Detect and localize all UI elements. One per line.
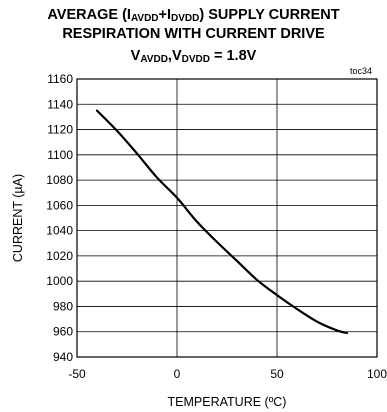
- x-tick-label: 50: [270, 367, 284, 381]
- y-tick-label: 1000: [46, 274, 73, 288]
- grid-lines: [76, 78, 378, 358]
- series-line: [95, 109, 349, 335]
- y-tick-label: 1120: [47, 123, 73, 137]
- chart-title-line-2: RESPIRATION WITH CURRENT DRIVE: [62, 26, 325, 42]
- chart-title-line-1: AVERAGE (IAVDD+IDVDD) SUPPLY CURRENT: [47, 7, 340, 24]
- x-axis-label: TEMPERATURE (ºC): [168, 395, 287, 409]
- y-tick-label: 980: [53, 299, 73, 313]
- x-tick-label: 0: [174, 367, 181, 381]
- y-tick-label: 940: [53, 350, 73, 364]
- y-tick-label: 1100: [47, 148, 73, 162]
- plot-frame: [76, 78, 378, 358]
- y-tick-labels: 940 960 980 1000 1020 1040 1060 1080 1100 1120 114…: [46, 72, 73, 364]
- x-tick-label: -50: [68, 367, 86, 381]
- y-axis-label: CURRENT (µA): [11, 174, 25, 262]
- chart-title-line-3: VAVDD,VDVDD = 1.8V: [130, 48, 257, 65]
- figure-code: toc34: [350, 66, 373, 76]
- y-tick-label: 1040: [46, 224, 73, 238]
- y-tick-label: 1080: [46, 173, 73, 187]
- y-tick-label: 960: [53, 325, 73, 339]
- x-tick-label: 100: [367, 367, 387, 381]
- y-tick-label: 1160: [47, 72, 73, 86]
- x-tick-labels: -50 0 50 100: [68, 367, 387, 381]
- y-tick-label: 1020: [46, 249, 73, 263]
- y-tick-label: 1060: [46, 198, 73, 212]
- y-tick-label: 1140: [47, 97, 73, 111]
